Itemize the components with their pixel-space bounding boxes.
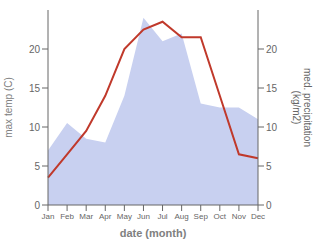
svg-text:max temp (C): max temp (C) bbox=[8, 77, 14, 138]
svg-text:Dec: Dec bbox=[251, 212, 265, 221]
svg-text:20: 20 bbox=[266, 44, 278, 55]
svg-text:Jul: Jul bbox=[157, 212, 167, 221]
svg-text:Jan: Jan bbox=[42, 212, 55, 221]
svg-text:Sep: Sep bbox=[194, 212, 209, 221]
svg-text:5: 5 bbox=[34, 161, 40, 172]
svg-text:Mar: Mar bbox=[79, 212, 93, 221]
svg-text:10: 10 bbox=[266, 122, 278, 133]
svg-text:0: 0 bbox=[266, 200, 272, 211]
svg-text:Aug: Aug bbox=[175, 212, 189, 221]
svg-text:Feb: Feb bbox=[60, 212, 74, 221]
svg-text:May: May bbox=[117, 212, 132, 221]
svg-text:Nov: Nov bbox=[232, 212, 246, 221]
svg-text:Jun: Jun bbox=[137, 212, 150, 221]
svg-text:Apr: Apr bbox=[99, 212, 112, 221]
svg-text:20: 20 bbox=[29, 44, 41, 55]
svg-text:date (month): date (month) bbox=[120, 227, 187, 239]
svg-text:5: 5 bbox=[266, 161, 272, 172]
svg-text:med. precipitation(kg/m2): med. precipitation(kg/m2) bbox=[291, 68, 311, 147]
svg-text:0: 0 bbox=[34, 200, 40, 211]
svg-text:15: 15 bbox=[266, 83, 278, 94]
svg-text:Oct: Oct bbox=[214, 212, 227, 221]
svg-text:10: 10 bbox=[29, 122, 41, 133]
svg-text:15: 15 bbox=[29, 83, 41, 94]
